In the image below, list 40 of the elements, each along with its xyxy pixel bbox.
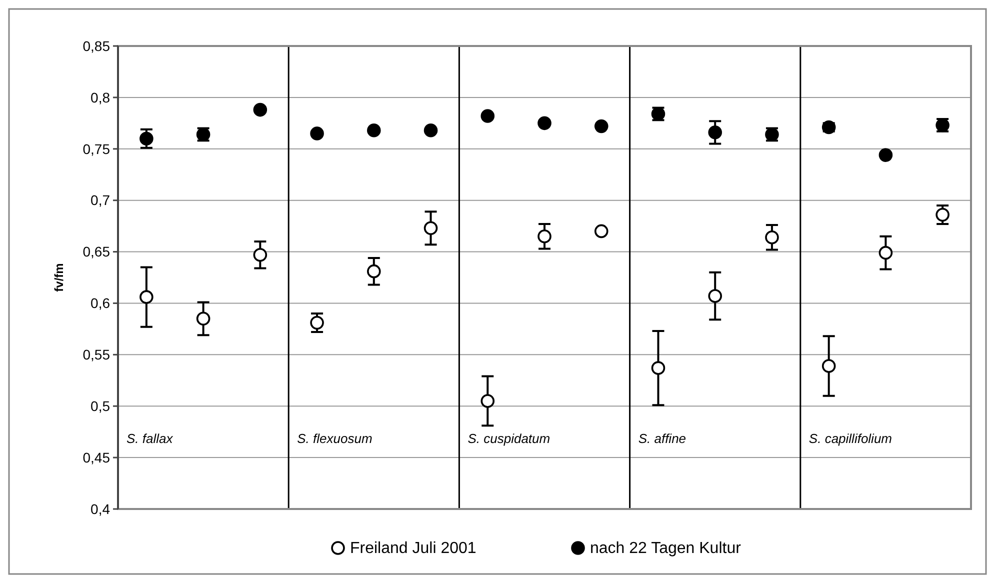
y-tick-label: 0,75 bbox=[82, 140, 110, 157]
y-tick-label: 0,7 bbox=[90, 192, 110, 208]
point bbox=[480, 109, 495, 123]
point bbox=[367, 264, 381, 278]
y-tick-label: 0,85 bbox=[82, 38, 110, 54]
point bbox=[651, 361, 666, 375]
legend-label: nach 22 Tagen Kultur bbox=[590, 540, 742, 557]
point bbox=[538, 229, 552, 244]
y-tick-label: 0,45 bbox=[82, 449, 110, 466]
y-tick-label: 0,65 bbox=[82, 244, 110, 260]
point bbox=[424, 221, 438, 236]
point bbox=[196, 312, 210, 326]
y-tick-label: 0,6 bbox=[90, 295, 110, 312]
annotation: S. flexuosum bbox=[297, 431, 372, 446]
point bbox=[822, 359, 836, 373]
point bbox=[310, 126, 324, 140]
point bbox=[708, 126, 722, 140]
annotation: S. affine bbox=[638, 431, 686, 446]
point bbox=[253, 102, 268, 117]
point bbox=[140, 290, 154, 304]
y-tick-label: 0,5 bbox=[90, 398, 110, 414]
y-tick-label: 0,4 bbox=[90, 500, 110, 517]
annotation: S. capillifolium bbox=[808, 431, 892, 446]
point bbox=[424, 123, 438, 138]
point bbox=[594, 224, 608, 238]
point bbox=[765, 230, 779, 244]
point bbox=[480, 394, 495, 408]
point bbox=[708, 289, 722, 303]
annotation: S. cuspidatum bbox=[468, 431, 550, 446]
point bbox=[538, 116, 552, 130]
legend-label: Freiland Juli 2001 bbox=[350, 540, 476, 557]
point bbox=[253, 248, 268, 262]
point bbox=[367, 123, 381, 138]
point bbox=[878, 246, 893, 260]
y-tick-label: 0,8 bbox=[90, 89, 110, 106]
y-tick-label: 0,55 bbox=[82, 346, 110, 363]
annotation: S. fallax bbox=[126, 431, 174, 446]
point bbox=[878, 148, 893, 162]
point bbox=[594, 119, 608, 134]
y-axis-title: fv/fm bbox=[52, 263, 66, 292]
